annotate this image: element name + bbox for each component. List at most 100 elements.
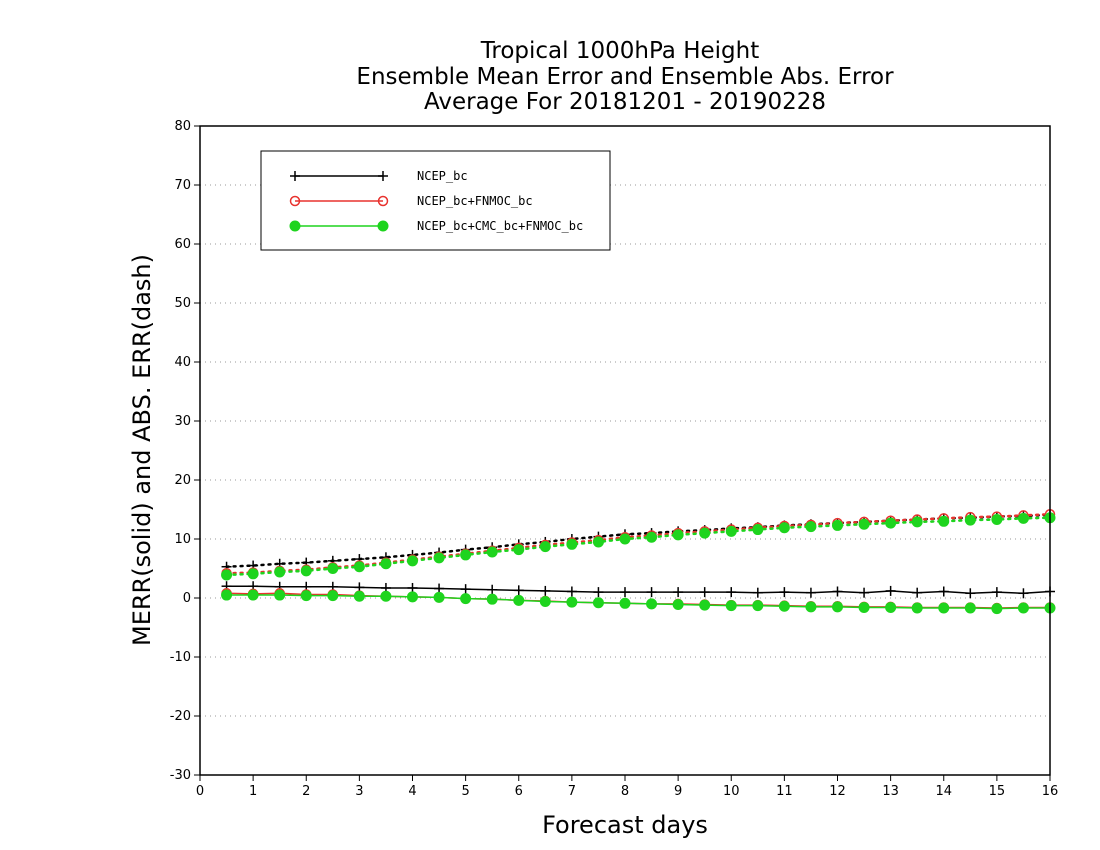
- y-tick-label: 10: [174, 532, 191, 547]
- y-tick-label: 40: [174, 355, 191, 370]
- merr-point-ncep-bc-cmc-bc-fnmoc-bc: [725, 600, 737, 612]
- abs-err-point-ncep-bc-cmc-bc-fnmoc-bc: [407, 555, 418, 567]
- abs-err-point-ncep-bc-cmc-bc-fnmoc-bc: [380, 558, 392, 570]
- merr-point-ncep-bc: [991, 587, 1002, 598]
- y-axis-label: MERR(solid) and ABS. ERR(dash): [128, 254, 156, 646]
- legend-marker-ncep-bc-fnmoc-bc: [377, 195, 389, 207]
- x-tick-label: 6: [515, 784, 523, 799]
- abs-err-point-ncep-bc-cmc-bc-fnmoc-bc: [699, 527, 711, 539]
- x-tick-label: 14: [935, 784, 952, 799]
- abs-err-point-ncep-bc-cmc-bc-fnmoc-bc: [433, 552, 445, 564]
- abs-err-point-ncep-bc-cmc-bc-fnmoc-bc: [566, 538, 578, 550]
- merr-point-ncep-bc-cmc-bc-fnmoc-bc: [832, 601, 843, 613]
- merr-line-ncep-bc: [226, 585, 1051, 595]
- abs-err-point-ncep-bc-cmc-bc-fnmoc-bc: [274, 566, 286, 578]
- abs-err-point-ncep-bc-cmc-bc-fnmoc-bc: [247, 568, 259, 580]
- merr-point-ncep-bc: [965, 588, 976, 599]
- merr-point-ncep-bc-cmc-bc-fnmoc-bc: [672, 598, 684, 610]
- legend-marker-ncep-bc: [378, 171, 388, 181]
- x-tick-label: 1: [249, 784, 257, 799]
- merr-point-ncep-bc-cmc-bc-fnmoc-bc: [407, 591, 418, 603]
- merr-point-ncep-bc: [885, 585, 896, 596]
- y-tick-label: 70: [174, 178, 191, 193]
- merr-point-ncep-bc: [938, 586, 949, 597]
- merr-point-ncep-bc: [699, 587, 710, 598]
- y-tick-label: 50: [174, 296, 191, 311]
- y-tick-label: 80: [174, 119, 191, 134]
- merr-point-ncep-bc-cmc-bc-fnmoc-bc: [274, 589, 286, 601]
- abs-err-point-ncep-bc-cmc-bc-fnmoc-bc: [832, 519, 843, 531]
- x-tick-label: 11: [776, 784, 793, 799]
- abs-err-point-ncep-bc-cmc-bc-fnmoc-bc: [672, 529, 684, 541]
- y-tick-label: 0: [183, 591, 191, 606]
- merr-point-ncep-bc-cmc-bc-fnmoc-bc: [911, 602, 923, 614]
- abs-err-point-ncep-bc-cmc-bc-fnmoc-bc: [858, 518, 870, 530]
- grid: [200, 184, 1050, 717]
- merr-point-ncep-bc: [221, 581, 232, 592]
- merr-point-ncep-bc: [752, 587, 763, 598]
- y-tick-label: -10: [170, 650, 191, 665]
- merr-point-ncep-bc-cmc-bc-fnmoc-bc: [885, 601, 897, 613]
- abs-err-point-ncep-bc-cmc-bc-fnmoc-bc: [619, 533, 631, 545]
- merr-point-ncep-bc: [859, 587, 870, 598]
- x-tick-label: 9: [674, 784, 682, 799]
- legend-marker-ncep-bc: [290, 171, 300, 181]
- y-tick-label: -20: [170, 709, 191, 724]
- legend: NCEP_bc NCEP_bc+FNMOC_bc NCEP_bc+CMC_bc+FN…: [260, 150, 611, 251]
- x-tick-label: 2: [302, 784, 310, 799]
- merr-point-ncep-bc: [407, 582, 418, 593]
- y-axis: -30 -20 -10 0 10 20 30 40 50 60 70 80: [170, 119, 200, 783]
- x-tick-label: 13: [882, 784, 899, 799]
- merr-point-ncep-bc-cmc-bc-fnmoc-bc: [752, 600, 764, 612]
- merr-point-ncep-bc: [593, 587, 604, 598]
- merr-point-ncep-bc-cmc-bc-fnmoc-bc: [646, 598, 658, 610]
- abs-err-line-ncep-bc-fnmoc-bc: [225, 512, 1052, 575]
- abs-err-point-ncep-bc-cmc-bc-fnmoc-bc: [964, 514, 976, 526]
- x-axis-label: Forecast days: [542, 811, 708, 839]
- merr-point-ncep-bc-cmc-bc-fnmoc-bc: [805, 601, 817, 613]
- x-tick-label: 10: [723, 784, 740, 799]
- abs-err-line-ncep-bc-cmc-bc-fnmoc-bc: [225, 516, 1052, 577]
- merr-point-ncep-bc-cmc-bc-fnmoc-bc: [327, 590, 339, 602]
- abs-err-point-ncep-bc-cmc-bc-fnmoc-bc: [353, 561, 365, 573]
- merr-point-ncep-bc-cmc-bc-fnmoc-bc: [247, 589, 259, 601]
- x-tick-label: 5: [461, 784, 469, 799]
- merr-point-ncep-bc: [513, 585, 524, 596]
- merr-point-ncep-bc: [540, 585, 551, 596]
- x-tick-label: 8: [621, 784, 629, 799]
- merr-point-ncep-bc-cmc-bc-fnmoc-bc: [1017, 602, 1029, 614]
- abs-err-point-ncep-bc-cmc-bc-fnmoc-bc: [1017, 512, 1029, 524]
- chart-title-line-3: Average For 20181201 - 20190228: [424, 89, 826, 115]
- abs-err-point-ncep-bc-cmc-bc-fnmoc-bc: [778, 522, 790, 534]
- merr-point-ncep-bc-cmc-bc-fnmoc-bc: [566, 596, 578, 608]
- legend-label-ncep-bc-fnmoc-bc: NCEP_bc+FNMOC_bc: [417, 194, 533, 208]
- merr-point-ncep-bc: [726, 587, 737, 598]
- abs-err-point-ncep-bc-cmc-bc-fnmoc-bc: [327, 563, 339, 574]
- abs-err-point-ncep-bc-cmc-bc-fnmoc-bc: [885, 517, 897, 529]
- merr-point-ncep-bc-cmc-bc-fnmoc-bc: [433, 591, 445, 603]
- abs-err-point-ncep-bc-cmc-bc-fnmoc-bc: [221, 569, 233, 581]
- abs-err-point-ncep-bc-cmc-bc-fnmoc-bc: [805, 521, 817, 533]
- merr-point-ncep-bc: [673, 587, 684, 598]
- x-axis: 0 1 2 3 4 5 6 7 8 9 10 11 12 13 14 15 16: [196, 775, 1058, 799]
- abs-err-point-ncep-bc-cmc-bc-fnmoc-bc: [592, 536, 604, 548]
- merr-point-ncep-bc-cmc-bc-fnmoc-bc: [858, 601, 870, 613]
- merr-point-ncep-bc-cmc-bc-fnmoc-bc: [300, 590, 312, 602]
- abs-err-point-ncep-bc-cmc-bc-fnmoc-bc: [991, 514, 1003, 526]
- merr-point-ncep-bc-cmc-bc-fnmoc-bc: [513, 594, 525, 606]
- merr-point-ncep-bc-cmc-bc-fnmoc-bc: [460, 593, 472, 605]
- abs-err-point-ncep-bc-cmc-bc-fnmoc-bc: [646, 531, 658, 543]
- merr-point-ncep-bc: [805, 587, 816, 598]
- merr-point-ncep-bc-cmc-bc-fnmoc-bc: [486, 593, 498, 605]
- legend-marker-ncep-bc-cmc-bc-fnmoc-bc: [289, 220, 301, 232]
- merr-point-ncep-bc: [460, 584, 471, 595]
- y-tick-label: -30: [170, 768, 191, 783]
- merr-point-ncep-bc: [832, 586, 843, 597]
- abs-err-point-ncep-bc-cmc-bc-fnmoc-bc: [938, 515, 950, 527]
- merr-point-ncep-bc-cmc-bc-fnmoc-bc: [991, 603, 1003, 615]
- merr-point-ncep-bc-cmc-bc-fnmoc-bc: [380, 590, 392, 602]
- merr-point-ncep-bc: [1018, 588, 1029, 599]
- abs-err-point-ncep-bc-cmc-bc-fnmoc-bc: [513, 544, 525, 556]
- abs-err-point-ncep-bc-cmc-bc-fnmoc-bc: [752, 524, 764, 536]
